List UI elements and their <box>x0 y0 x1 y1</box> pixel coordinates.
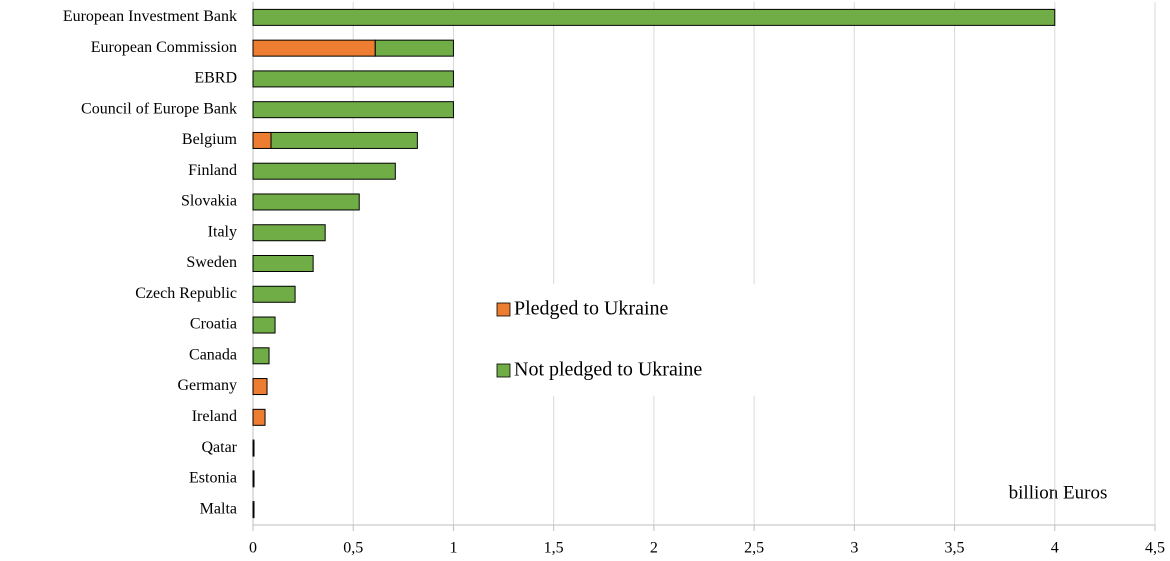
y-tick-label: Finland <box>188 162 237 179</box>
legend-label: Not pledged to Ukraine <box>514 359 702 381</box>
legend-swatch <box>496 363 511 378</box>
y-tick-label: Czech Republic <box>135 285 237 302</box>
bar-segment <box>374 39 454 57</box>
x-tick-label: 4 <box>1051 540 1059 557</box>
bar-segment <box>252 501 255 519</box>
y-tick-label: Belgium <box>182 131 238 148</box>
legend-label: Pledged to Ukraine <box>514 298 669 320</box>
bar-segment <box>252 470 255 488</box>
x-tick-label: 3 <box>850 540 858 557</box>
x-tick-label: 2 <box>650 540 658 557</box>
y-tick-label: Canada <box>189 346 237 363</box>
y-tick-label: Slovakia <box>181 193 237 210</box>
y-tick-label: European Commission <box>91 39 237 56</box>
x-tick-label: 0,5 <box>343 540 363 557</box>
y-tick-label: Germany <box>177 377 237 394</box>
y-tick-label: Council of Europe Bank <box>81 100 237 117</box>
bar-segment <box>252 408 266 426</box>
x-tick-label: 3,5 <box>945 540 965 557</box>
bar-segment <box>252 285 296 303</box>
bar-segment <box>252 347 270 365</box>
x-tick-label: 2,5 <box>744 540 764 557</box>
bar-segment <box>252 8 1056 26</box>
y-tick-label: EBRD <box>194 70 237 87</box>
legend-swatch <box>496 302 511 317</box>
y-tick-label: Malta <box>200 500 237 517</box>
grid <box>352 2 1156 525</box>
bar-segment <box>252 70 454 88</box>
x-tick-label: 0 <box>249 540 257 557</box>
legend-box <box>488 284 763 396</box>
y-tick-label: Italy <box>208 223 237 240</box>
bar-segment <box>252 224 326 242</box>
x-tick-label: 1,5 <box>544 540 564 557</box>
bar-segment <box>252 193 360 211</box>
bar-segment <box>252 39 376 57</box>
bar-segment <box>252 101 454 119</box>
x-tick-label: 4,5 <box>1145 540 1165 557</box>
bar-segment <box>252 378 268 396</box>
bar-segment <box>252 255 314 272</box>
bar-segment <box>270 131 418 149</box>
bar-segment <box>252 439 255 457</box>
y-tick-label: Ireland <box>192 408 237 425</box>
bar-segment <box>252 316 276 334</box>
y-tick-label: European Investment Bank <box>63 8 237 25</box>
y-tick-label: Sweden <box>186 254 237 271</box>
bar-segment <box>252 131 272 149</box>
y-tick-label: Qatar <box>201 439 237 456</box>
y-tick-label: Croatia <box>190 316 237 333</box>
bar-segment <box>252 162 396 180</box>
y-tick-label: Estonia <box>189 470 237 487</box>
x-tick-label: 1 <box>449 540 457 557</box>
unit-note: billion Euros <box>1009 482 1108 503</box>
